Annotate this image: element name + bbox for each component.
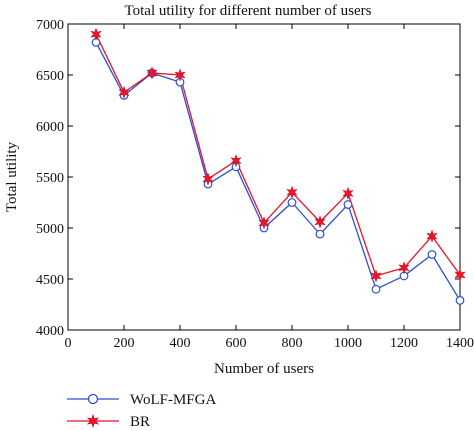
y-axis: 4000 4500 5000 5500 6000 6500 7000 [36,18,460,339]
point-br-13 [454,268,466,282]
point-wolf-mfga-13 [455,296,465,305]
plot-frame [67,23,461,331]
point-br-2 [146,66,158,80]
point-br-0 [90,27,102,41]
y-tick-label-3: 5500 [36,171,64,186]
legend-label-br: BR [130,414,150,430]
x-axis-title: Number of users [214,361,314,377]
y-tick-label-6: 7000 [36,18,64,33]
point-wolf-mfga-7 [287,198,297,207]
x-tick-label-2: 400 [170,336,191,351]
x-tick-label-5: 1000 [334,336,362,351]
series-line-wolf-mfga [95,42,461,301]
y-axis-title: Total utility [4,141,20,212]
series-line-br [95,33,461,277]
y-tick-label-0: 4000 [36,324,64,339]
point-br-4 [202,172,214,186]
point-br-8 [314,215,326,229]
y-tick-label-4: 6000 [36,120,64,135]
point-br-7 [286,185,298,199]
point-br-3 [174,68,186,82]
x-tick-label-0: 0 [65,336,72,351]
point-br-9 [342,186,354,200]
point-wolf-mfga-10 [371,284,381,294]
y-tick-label-2: 5000 [36,222,64,237]
legend-marker-wolf-mfga [87,393,99,405]
point-br-1 [118,85,130,99]
point-wolf-mfga-12 [427,250,437,259]
x-tick-label-1: 200 [114,336,135,351]
legend-marker-br [86,413,100,429]
point-wolf-mfga-9 [343,200,353,209]
point-wolf-mfga-8 [315,229,325,239]
legend-label-wolf-mfga: WoLF-MFGA [130,392,216,408]
point-br-12 [426,229,438,243]
x-tick-label-3: 600 [226,336,247,351]
point-br-5 [230,154,242,168]
legend: WoLF-MFGA BR [67,392,216,430]
point-br-10 [370,269,382,283]
x-tick-label-7: 1400 [446,336,474,351]
x-tick-label-6: 1200 [390,336,418,351]
y-tick-label-5: 6500 [36,69,64,84]
y-tick-label-1: 4500 [36,273,64,288]
x-axis: 0 200 400 600 800 1000 1200 1400 [65,24,474,351]
point-br-6 [258,216,270,230]
series-layer [90,27,466,305]
point-br-11 [398,261,410,275]
chart-title: Total utility for different number of us… [125,3,372,19]
x-tick-label-4: 800 [282,336,303,351]
